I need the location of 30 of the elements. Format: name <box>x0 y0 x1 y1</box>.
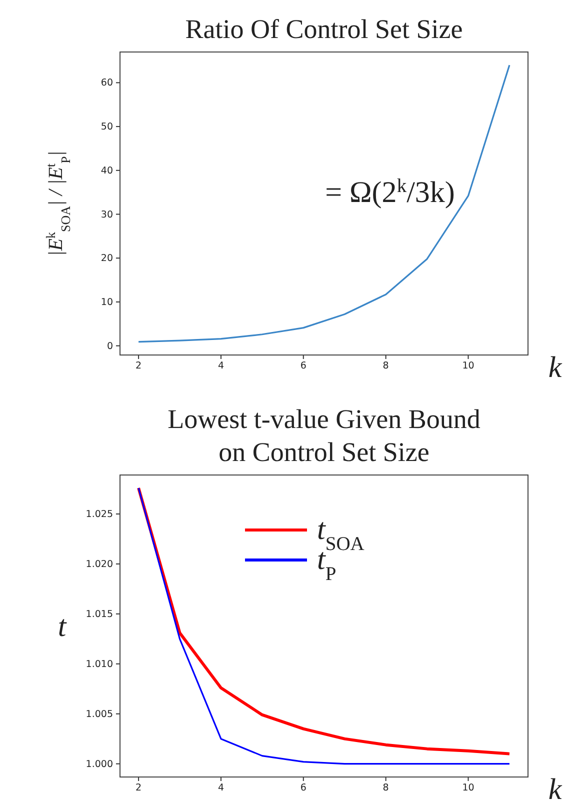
y-axis-title: t <box>58 610 67 643</box>
y-tick-label: 20 <box>100 253 113 264</box>
x-tick-label: 8 <box>382 782 389 794</box>
y-tick-label: 1.000 <box>86 758 113 770</box>
x-tick-label: 4 <box>218 360 224 372</box>
x-tick-label: 10 <box>462 360 474 372</box>
y-tick-label: 1.005 <box>86 708 113 720</box>
annotation: = Ω(2$^{k}$/3k) <box>325 176 455 209</box>
line-series <box>138 64 510 343</box>
y-tick-label: 1.025 <box>86 509 113 520</box>
y-tick-label: 60 <box>100 78 113 89</box>
y-tick-label: 1.020 <box>86 558 113 570</box>
x-tick-label: 6 <box>300 782 306 794</box>
x-tick-label: 6 <box>300 360 306 372</box>
y-tick-label: 1.015 <box>86 608 113 620</box>
chart-title: Lowest t-value Given Bound on Control Set Size <box>168 404 481 467</box>
x-tick-label: 2 <box>136 782 142 794</box>
y-tick-label: 10 <box>100 296 113 308</box>
y-tick-label: 50 <box>100 122 113 133</box>
x-axis-title: k <box>548 351 562 384</box>
y-tick-label: 30 <box>100 209 113 220</box>
x-tick-label: 8 <box>382 360 389 372</box>
x-tick-label: 10 <box>462 782 474 794</box>
x-tick-label: 4 <box>218 782 224 794</box>
y-tick-label: 0 <box>106 340 113 352</box>
x-axis-title: k <box>548 773 562 806</box>
y-tick-label: 1.010 <box>86 658 113 670</box>
chart-title: Ratio Of Control Set Size <box>185 14 463 44</box>
y-tick-label: 40 <box>100 165 113 176</box>
x-tick-label: 2 <box>136 360 142 372</box>
